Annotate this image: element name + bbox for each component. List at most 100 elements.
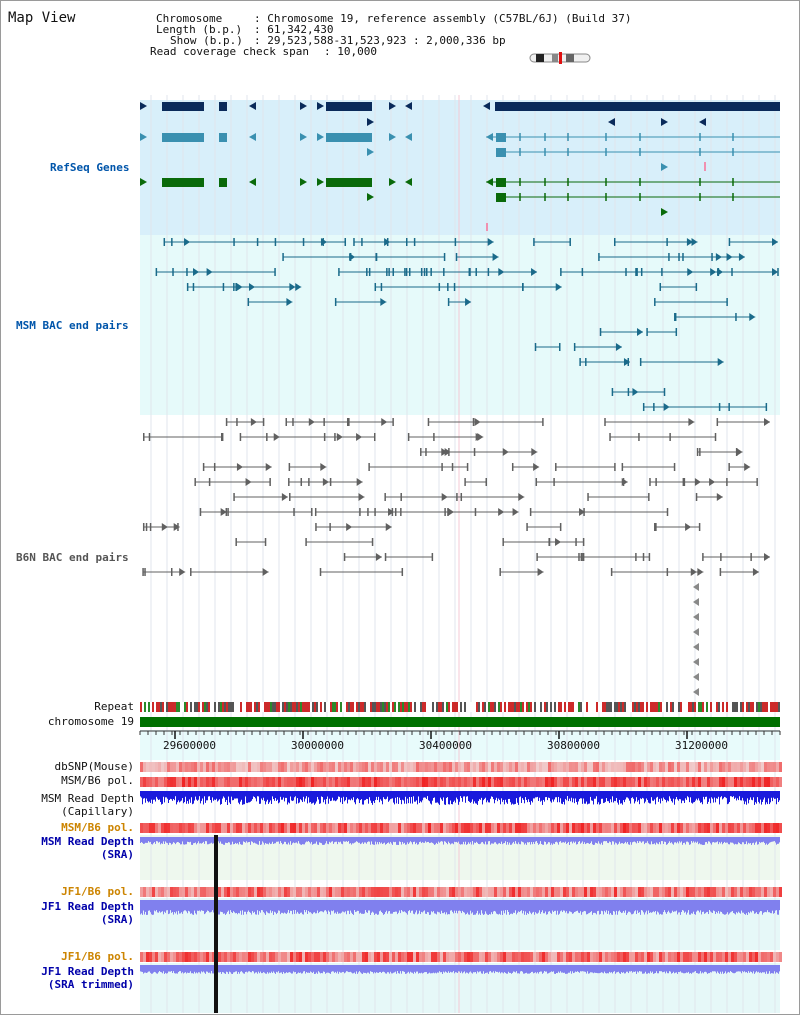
read-depth-bar (471, 837, 472, 845)
read-depth-bar (256, 900, 257, 915)
read-depth-bar (764, 837, 765, 843)
polymorphism-cell (476, 823, 479, 833)
read-depth-bar (467, 791, 468, 797)
read-depth-bar (354, 837, 355, 843)
band-label-refseq[interactable]: RefSeq Genes (50, 161, 130, 174)
read-depth-bar (406, 965, 407, 974)
read-depth-bar (202, 837, 203, 843)
read-depth-bar (241, 837, 242, 845)
read-depth-bar (259, 837, 260, 842)
polymorphism-cell (779, 887, 782, 897)
polymorphism-cell (590, 952, 593, 962)
read-depth-bar (702, 900, 703, 912)
read-depth-bar (546, 900, 547, 915)
polymorphism-cell (653, 887, 656, 897)
read-depth-bar (223, 791, 224, 797)
read-depth-bar (552, 791, 553, 800)
gene-exon (496, 178, 506, 187)
repeat-mark (680, 702, 682, 712)
polymorphism-cell (620, 952, 623, 962)
read-depth-bar (748, 837, 749, 843)
read-depth-bar (506, 837, 507, 845)
repeat-mark (630, 702, 632, 712)
polymorphism-cell (611, 777, 614, 787)
read-depth-bar (759, 900, 760, 913)
read-depth-bar (392, 837, 393, 845)
read-depth-bar (289, 791, 290, 804)
polymorphism-cell (428, 952, 431, 962)
read-depth-bar (382, 900, 383, 914)
bac-end-arrow (615, 343, 622, 351)
polymorphism-cell (509, 823, 512, 833)
read-depth-bar (618, 837, 619, 844)
read-depth-bar (485, 965, 486, 973)
read-depth-bar (268, 900, 269, 914)
read-depth-bar (353, 791, 354, 798)
polymorphism-cell (380, 823, 383, 833)
read-depth-bar (673, 900, 674, 912)
read-depth-bar (704, 965, 705, 972)
polymorphism-cell (716, 823, 719, 833)
read-depth-bar (463, 791, 464, 797)
repeat-mark (570, 702, 572, 712)
polymorphism-cell (653, 952, 656, 962)
read-depth-bar (751, 837, 752, 845)
read-depth-bar (455, 900, 456, 914)
read-depth-bar (675, 900, 676, 912)
repeat-mark (180, 702, 182, 712)
polymorphism-cell (521, 762, 524, 772)
polymorphism-cell (266, 777, 269, 787)
read-depth-bar (687, 791, 688, 797)
polymorphism-cell (488, 823, 491, 833)
read-depth-bar (491, 837, 492, 844)
read-depth-bar (231, 837, 232, 845)
polymorphism-cell (599, 777, 602, 787)
read-depth-bar (758, 837, 759, 845)
read-depth-bar (289, 965, 290, 973)
read-depth-bar (161, 900, 162, 912)
read-depth-bar (387, 837, 388, 844)
polymorphism-cell (686, 823, 689, 833)
read-depth-bar (476, 837, 477, 842)
repeat-mark (410, 702, 412, 712)
read-depth-bar (453, 965, 454, 972)
polymorphism-cell (575, 823, 578, 833)
read-depth-bar (332, 900, 333, 912)
repeat-mark (706, 702, 708, 712)
read-depth-bar (323, 900, 324, 913)
polymorphism-cell (395, 777, 398, 787)
read-depth-bar (779, 837, 780, 843)
read-depth-bar (412, 837, 413, 845)
polymorphism-cell (779, 823, 782, 833)
polymorphism-cell (338, 887, 341, 897)
read-depth-bar (147, 791, 148, 802)
read-depth-bar (320, 791, 321, 804)
polymorphism-cell (209, 887, 212, 897)
read-depth-bar (391, 900, 392, 914)
polymorphism-cell (422, 952, 425, 962)
read-depth-bar (301, 900, 302, 913)
read-depth-bar (514, 837, 515, 844)
read-depth-bar (317, 900, 318, 911)
read-depth-bar (617, 900, 618, 915)
polymorphism-cell (665, 952, 668, 962)
read-depth-bar (372, 900, 373, 912)
band-label-msm-bac[interactable]: MSM BAC end pairs (16, 319, 129, 332)
read-depth-bar (243, 900, 244, 915)
band-label-b6n-bac[interactable]: B6N BAC end pairs (16, 551, 129, 564)
read-depth-bar (727, 965, 728, 973)
read-depth-bar (303, 965, 304, 972)
read-depth-bar (291, 965, 292, 974)
read-depth-bar (495, 837, 496, 843)
read-depth-bar (767, 791, 768, 805)
read-depth-bar (447, 837, 448, 845)
polymorphism-cell (575, 777, 578, 787)
polymorphism-cell (296, 823, 299, 833)
bac-end-arrow (531, 448, 538, 456)
read-depth-bar (418, 837, 419, 845)
repeat-mark (164, 702, 166, 712)
read-depth-bar (249, 837, 250, 842)
read-depth-bar (205, 965, 206, 974)
read-depth-bar (379, 965, 380, 973)
read-depth-bar (239, 900, 240, 914)
